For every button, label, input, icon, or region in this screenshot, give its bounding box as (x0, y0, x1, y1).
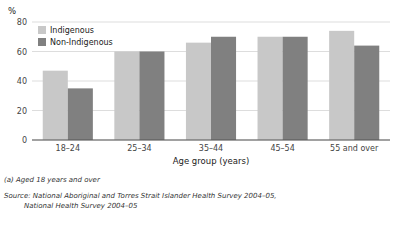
footnote: Source: National Aboriginal and Torres S… (4, 192, 277, 200)
x-tick-label: 18–24 (56, 144, 80, 153)
x-tick-label: 25–34 (127, 144, 151, 153)
bar (43, 71, 68, 140)
footnote: (a) Aged 18 years and over (4, 176, 101, 184)
x-tick-label: 45–54 (270, 144, 294, 153)
bar (114, 52, 139, 141)
x-axis-label: Age group (years) (173, 156, 250, 166)
grid (32, 22, 390, 140)
y-tick-label: 40 (17, 77, 27, 86)
bar (211, 37, 236, 140)
legend-label: Non-Indigenous (50, 38, 113, 47)
legend-swatch (38, 26, 46, 34)
bar (186, 43, 211, 140)
legend: Indigenous Non-Indigenous (38, 26, 113, 47)
bar (68, 88, 93, 140)
bar (258, 37, 283, 140)
x-tick-label: 55 and over (330, 144, 379, 153)
y-axis-label: % (8, 6, 16, 16)
bar (354, 46, 379, 140)
grid-line (32, 140, 390, 141)
chart: 0 20 40 60 80 18–24 25–34 35–44 45–54 55 and over… (0, 0, 397, 227)
bars (43, 31, 380, 140)
bar (329, 31, 354, 140)
y-tick-label: 60 (17, 48, 27, 57)
y-tick-label: 0 (22, 136, 27, 145)
bar (139, 52, 164, 141)
bar (283, 37, 308, 140)
grid-line (32, 22, 390, 23)
legend-label: Indigenous (50, 26, 94, 35)
y-tick-label: 20 (17, 107, 27, 116)
x-axis-line (32, 140, 390, 141)
footnote: National Health Survey 2004–05 (4, 202, 138, 210)
y-tick-label: 80 (17, 18, 27, 27)
legend-swatch (38, 38, 46, 46)
x-tick-label: 35–44 (199, 144, 223, 153)
